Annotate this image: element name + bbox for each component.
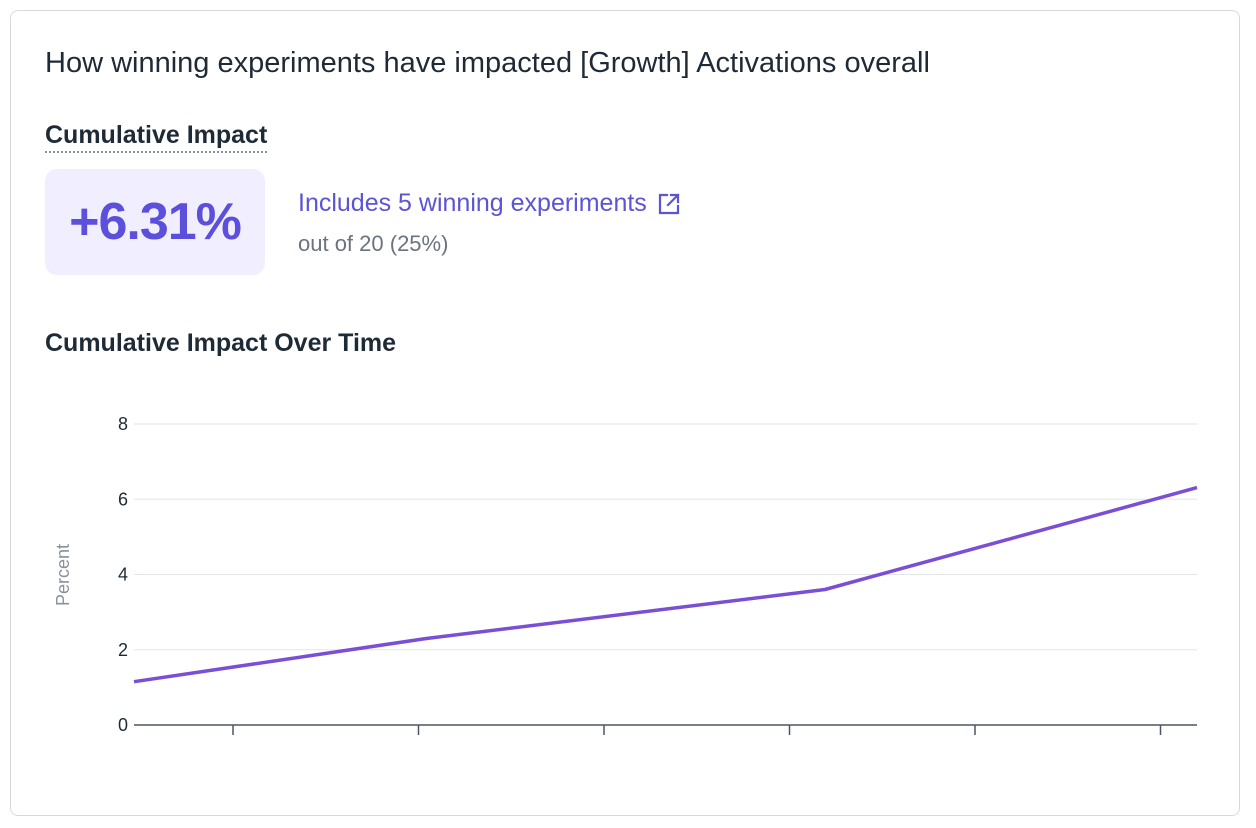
winning-experiments-link[interactable]: Includes 5 winning experiments <box>298 189 681 218</box>
y-tick-label: 2 <box>118 640 128 660</box>
y-tick-label: 8 <box>118 414 128 434</box>
experiments-count: out of 20 (25%) <box>298 231 449 256</box>
y-axis-label: Percent <box>53 544 73 606</box>
y-tick-label: 6 <box>118 489 128 509</box>
impact-value: +6.31% <box>69 193 242 251</box>
y-tick-label: 4 <box>118 565 128 585</box>
series-line <box>133 485 1198 684</box>
impact-value-box: +6.31% <box>45 169 265 275</box>
cumulative-impact-label[interactable]: Cumulative Impact <box>45 121 268 153</box>
impact-card: How winning experiments have impacted [G… <box>10 10 1240 816</box>
external-link-icon[interactable] <box>657 192 681 216</box>
chart-title: Cumulative Impact Over Time <box>45 329 397 357</box>
winning-experiments-link-text[interactable]: Includes 5 winning experiments <box>298 189 647 217</box>
y-tick-label: 0 <box>118 715 128 735</box>
card-title: How winning experiments have impacted [G… <box>45 47 930 79</box>
